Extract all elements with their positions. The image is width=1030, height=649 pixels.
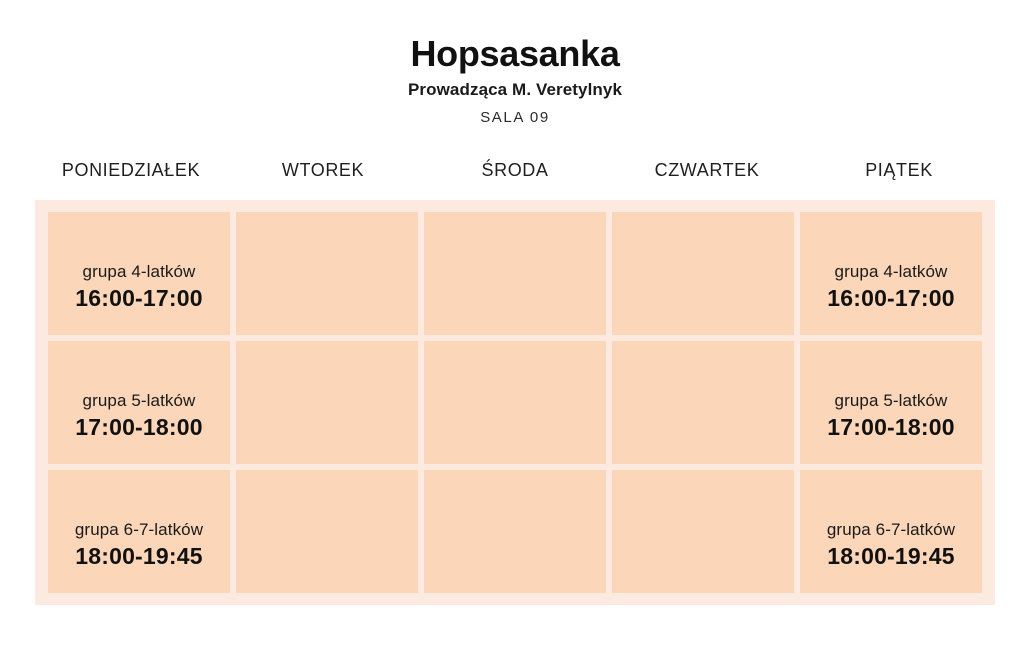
cell-content: grupa 4-latków 16:00-17:00 <box>827 261 955 313</box>
page-title: Hopsasanka <box>410 33 620 74</box>
cell-group-label: grupa 6-7-latków <box>826 519 956 539</box>
cell-group-label: grupa 5-latków <box>82 390 196 410</box>
day-header-friday: PIĄTEK <box>865 160 933 180</box>
cell-time-label: 17:00-18:00 <box>827 413 955 440</box>
timetable-cell-mon-1[interactable]: grupa 4-latków 16:00-17:00 <box>48 212 230 335</box>
cell-content: grupa 6-7-latków 18:00-19:45 <box>75 519 203 571</box>
cell-time-label: 18:00-19:45 <box>75 542 203 569</box>
timetable-frame: grupa 4-latków 16:00-17:00 <box>35 200 995 605</box>
timetable-cell-thu-3[interactable] <box>612 470 794 593</box>
timetable-cell-wed-2[interactable] <box>424 341 606 464</box>
cell-time-label: 16:00-17:00 <box>827 284 955 311</box>
timetable-cell-tue-2[interactable] <box>236 341 418 464</box>
timetable-cell-fri-1[interactable]: grupa 4-latków 16:00-17:00 <box>800 212 982 335</box>
cell-group-label: grupa 4-latków <box>82 261 196 281</box>
cell-content: grupa 6-7-latków 18:00-19:45 <box>827 519 955 571</box>
cell-content: grupa 4-latków 16:00-17:00 <box>75 261 203 313</box>
day-header-row: PONIEDZIAŁEK WTOREK ŚRODA CZWARTEK PIĄTE… <box>35 160 995 181</box>
cell-group-label: grupa 5-latków <box>834 390 948 410</box>
timetable-cell-tue-1[interactable] <box>236 212 418 335</box>
cell-time-label: 17:00-18:00 <box>75 413 203 440</box>
day-header-wednesday: ŚRODA <box>481 160 549 180</box>
timetable-cell-thu-2[interactable] <box>612 341 794 464</box>
room-label: SALA 09 <box>480 108 550 126</box>
timetable-cell-mon-2[interactable]: grupa 5-latków 17:00-18:00 <box>48 341 230 464</box>
day-header-thursday: CZWARTEK <box>654 160 760 180</box>
cell-content: grupa 5-latków 17:00-18:00 <box>827 390 955 442</box>
timetable-cell-wed-1[interactable] <box>424 212 606 335</box>
cell-group-label: grupa 4-latków <box>834 261 948 281</box>
timetable-cell-tue-3[interactable] <box>236 470 418 593</box>
cell-time-label: 16:00-17:00 <box>75 284 203 311</box>
cell-group-label: grupa 6-7-latków <box>74 519 204 539</box>
day-header-monday: PONIEDZIAŁEK <box>61 160 201 180</box>
timetable-cell-wed-3[interactable] <box>424 470 606 593</box>
page-header: Hopsasanka Prowadząca M. Veretylnyk SALA… <box>0 0 1030 126</box>
timetable-cell-thu-1[interactable] <box>612 212 794 335</box>
timetable-cell-fri-3[interactable]: grupa 6-7-latków 18:00-19:45 <box>800 470 982 593</box>
cell-time-label: 18:00-19:45 <box>827 542 955 569</box>
instructor-subtitle: Prowadząca M. Veretylnyk <box>407 79 623 99</box>
timetable-cell-mon-3[interactable]: grupa 6-7-latków 18:00-19:45 <box>48 470 230 593</box>
day-header-tuesday: WTOREK <box>281 160 365 180</box>
timetable-grid: grupa 4-latków 16:00-17:00 <box>48 212 982 593</box>
timetable-cell-fri-2[interactable]: grupa 5-latków 17:00-18:00 <box>800 341 982 464</box>
cell-content: grupa 5-latków 17:00-18:00 <box>75 390 203 442</box>
